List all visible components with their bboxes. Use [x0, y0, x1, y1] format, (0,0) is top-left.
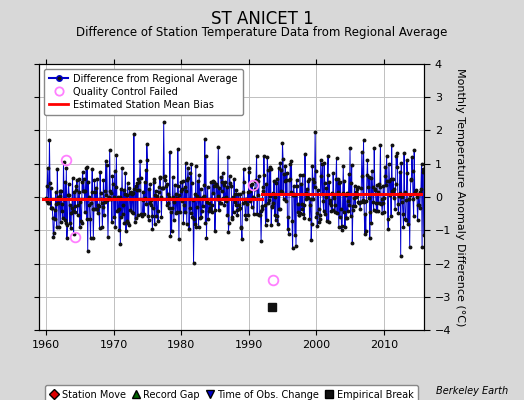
Legend: Station Move, Record Gap, Time of Obs. Change, Empirical Break: Station Move, Record Gap, Time of Obs. C… [45, 385, 419, 400]
Text: Difference of Station Temperature Data from Regional Average: Difference of Station Temperature Data f… [77, 26, 447, 39]
Y-axis label: Monthly Temperature Anomaly Difference (°C): Monthly Temperature Anomaly Difference (… [455, 68, 465, 326]
Text: ST ANICET 1: ST ANICET 1 [211, 10, 313, 28]
Text: Berkeley Earth: Berkeley Earth [436, 386, 508, 396]
